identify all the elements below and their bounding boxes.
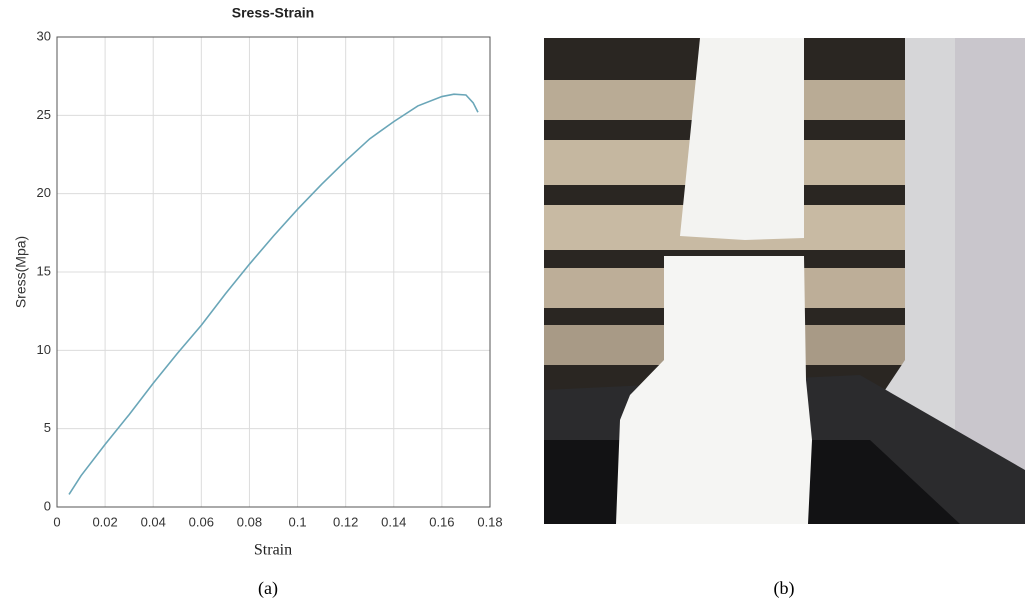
photo: [544, 38, 1025, 524]
x-tick-label: 0.12: [333, 514, 358, 529]
data-line: [68, 93, 479, 495]
chart-title: Sress-Strain: [232, 5, 314, 21]
y-tick-label: 30: [37, 28, 51, 43]
x-tick-label: 0.06: [189, 514, 214, 529]
caption: (a): [258, 578, 278, 599]
y-tick-label: 25: [37, 107, 51, 122]
plot-frame: [56, 36, 491, 508]
x-tick-label: 0: [53, 514, 60, 529]
x-tick-label: 0.14: [381, 514, 406, 529]
y-tick-label: 10: [37, 342, 51, 357]
x-tick-label: 0.02: [92, 514, 117, 529]
x-tick-label: 0.04: [141, 514, 166, 529]
caption: (b): [774, 578, 795, 599]
y-tick-label: 5: [44, 420, 51, 435]
x-tick-label: 0.08: [237, 514, 262, 529]
x-tick-label: 0.18: [477, 514, 502, 529]
x-tick-label: 0.16: [429, 514, 454, 529]
x-axis-label: Strain: [254, 542, 292, 559]
y-tick-label: 0: [44, 498, 51, 513]
y-axis-label: Sress(Mpa): [13, 236, 29, 308]
y-tick-label: 15: [37, 263, 51, 278]
y-tick-label: 20: [37, 185, 51, 200]
x-tick-label: 0.1: [289, 514, 307, 529]
